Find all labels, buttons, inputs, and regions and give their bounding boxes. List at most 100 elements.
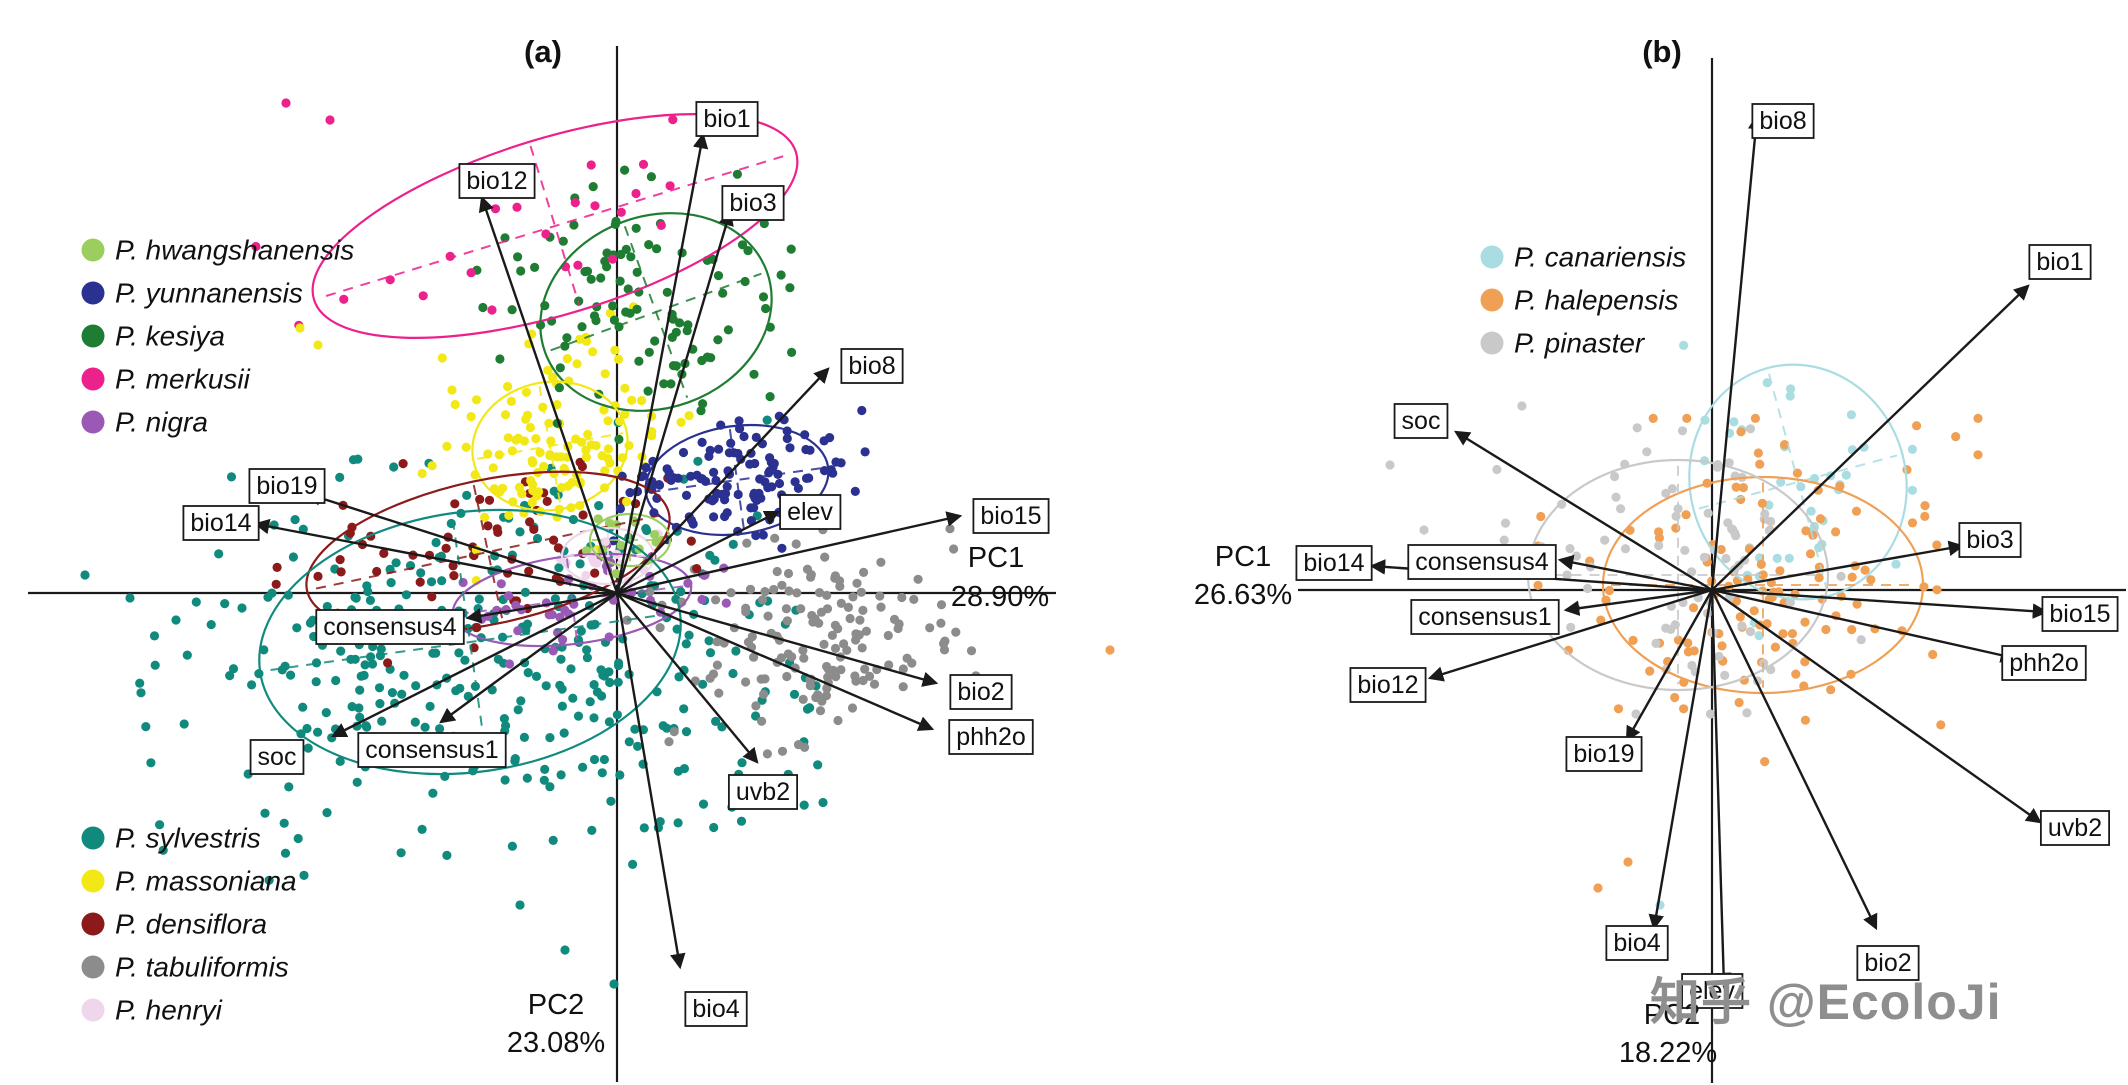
data-point-outlier	[447, 385, 457, 395]
legend-swatch-p-merkusii	[81, 367, 105, 391]
variable-label-bio1: bio1	[2028, 244, 2092, 280]
legend-species-label-p-canariensis: P. canariensis	[1514, 242, 1686, 273]
group-ellipse-p-canariensis	[1688, 363, 1908, 601]
variable-label-elev: elev	[1681, 973, 1744, 1009]
data-point-outlier	[560, 945, 570, 955]
svg-text:PC1: PC1	[1215, 541, 1271, 573]
loading-arrow-soc	[1454, 430, 1713, 592]
watermark: 知乎 @EcoloJi	[1650, 974, 2002, 1030]
legend-species-label-p-henryi: P. henryi	[115, 995, 223, 1026]
panel-title-a: (a)	[524, 34, 562, 69]
loading-arrow-bio1	[1711, 284, 2030, 591]
data-point-outlier	[295, 323, 305, 333]
variable-label-soc: soc	[1393, 403, 1449, 439]
svg-text:consensus4: consensus4	[1415, 548, 1549, 576]
svg-text:PC2: PC2	[528, 989, 584, 1021]
data-point-outlier	[80, 570, 90, 580]
loading-arrow-elev	[616, 510, 781, 595]
svg-text:bio1: bio1	[703, 105, 750, 133]
svg-text:bio2: bio2	[1864, 949, 1911, 977]
variable-label-consensus1: consensus1	[357, 732, 507, 768]
svg-text:consensus1: consensus1	[365, 736, 498, 764]
loading-arrow-bio1	[615, 132, 709, 594]
pc1-label-b: PC1 26.63%	[1194, 541, 1292, 611]
variable-label-bio12: bio12	[1349, 667, 1427, 703]
data-point-outlier	[171, 615, 181, 625]
group-ellipse-p-kesiya	[539, 212, 773, 412]
group-ellipse-p-merkusii	[311, 113, 799, 339]
variable-label-soc: soc	[249, 739, 305, 775]
legend-swatch-p-henryi	[81, 998, 105, 1022]
panel-b: bio8 bio1 soc bio3 bio15 phh2o uvb2 bio2 elev bio…	[1105, 34, 2126, 1083]
svg-text:bio8: bio8	[1759, 107, 1806, 135]
variable-label-bio2: bio2	[949, 674, 1013, 710]
group-ellipse-p-sylvestris	[258, 508, 682, 776]
loading-arrow-bio12	[478, 195, 619, 594]
svg-text:bio12: bio12	[1357, 671, 1418, 699]
svg-text:consensus1: consensus1	[1418, 603, 1551, 631]
svg-text:elev: elev	[1689, 977, 1735, 1005]
loading-arrow-bio2	[616, 591, 939, 687]
legend-species-label-p-yunnanensis: P. yunnanensis	[115, 278, 303, 309]
loading-arrow-consensus1	[439, 592, 618, 724]
legend-swatch-p-canariensis	[1480, 245, 1504, 269]
legend-a-1: P. sylvestris P. massoniana P. densiflora P…	[81, 823, 297, 1026]
variable-label-bio4: bio4	[1605, 925, 1669, 961]
loading-arrow-bio3	[615, 209, 734, 594]
variable-label-bio14: bio14	[182, 505, 260, 541]
loading-arrow-bio19	[305, 490, 618, 595]
svg-text:bio19: bio19	[1573, 740, 1634, 768]
data-point-outlier	[125, 593, 135, 603]
legend-swatch-p-kesiya	[81, 324, 105, 348]
legend-species-label-p-pinaster: P. pinaster	[1514, 328, 1646, 359]
svg-text:consensus4: consensus4	[323, 613, 457, 641]
data-point-outlier	[313, 340, 323, 350]
pc1-label-a: PC1 28.90%	[951, 542, 1049, 613]
svg-text:bio4: bio4	[1613, 929, 1660, 957]
variable-label-bio15: bio15	[2041, 596, 2119, 632]
legend-b-0: P. canariensis P. halepensis P. pinaster	[1480, 242, 1686, 359]
svg-text:28.90%: 28.90%	[951, 581, 1049, 613]
svg-text:bio1: bio1	[2036, 248, 2083, 276]
svg-text:bio14: bio14	[1303, 549, 1364, 577]
legend-species-label-p-halepensis: P. halepensis	[1514, 285, 1679, 316]
variable-label-bio19: bio19	[248, 468, 326, 504]
data-point-outlier	[609, 979, 619, 989]
svg-text:bio2: bio2	[957, 678, 1004, 706]
svg-text:soc: soc	[258, 743, 297, 771]
data-point-outlier	[1385, 460, 1395, 470]
legend-swatch-p-halepensis	[1480, 288, 1504, 312]
variable-label-uvb2: uvb2	[2039, 810, 2111, 846]
legend-a-0: P. hwangshanensis P. yunnanensis P. kesiya…	[81, 235, 354, 438]
svg-text:bio15: bio15	[2049, 600, 2110, 628]
legend-swatch-p-yunnanensis	[81, 281, 105, 305]
svg-text:bio15: bio15	[980, 502, 1041, 530]
variable-label-uvb2: uvb2	[727, 774, 799, 810]
loading-arrow-soc	[330, 591, 618, 738]
data-point-outlier	[281, 98, 291, 108]
variable-label-bio3: bio3	[721, 185, 785, 221]
svg-text:23.08%: 23.08%	[507, 1027, 605, 1059]
loading-arrow-bio8	[1710, 113, 1764, 591]
loading-arrow-bio2	[1710, 589, 1878, 931]
loading-arrow-bio19	[1625, 589, 1714, 743]
legend-swatch-p-nigra	[81, 410, 105, 434]
svg-text:uvb2: uvb2	[736, 778, 790, 806]
variable-label-bio1: bio1	[695, 101, 759, 137]
variable-label-bio2: bio2	[1856, 945, 1920, 981]
panel-title-b: (b)	[1642, 34, 1682, 69]
panel-a: bio1 bio3 bio12 bio8 elev bio15 bio2 phh2o uvb2 b…	[28, 34, 1056, 1082]
variable-label-bio15: bio15	[972, 498, 1050, 534]
loading-arrow-uvb2	[1711, 589, 2042, 824]
variable-label-phh2o: phh2o	[948, 719, 1034, 755]
loading-arrow-bio8	[616, 367, 830, 594]
loading-arrow-uvb2	[616, 592, 759, 764]
variable-label-consensus1: consensus1	[1410, 599, 1560, 635]
svg-text:bio12: bio12	[466, 167, 527, 195]
svg-text:bio8: bio8	[848, 352, 895, 380]
legend-swatch-p-massoniana	[81, 869, 105, 893]
variable-label-bio8: bio8	[1751, 103, 1815, 139]
variable-label-bio3: bio3	[1958, 522, 2022, 558]
loading-arrow-bio3	[1711, 540, 1965, 592]
